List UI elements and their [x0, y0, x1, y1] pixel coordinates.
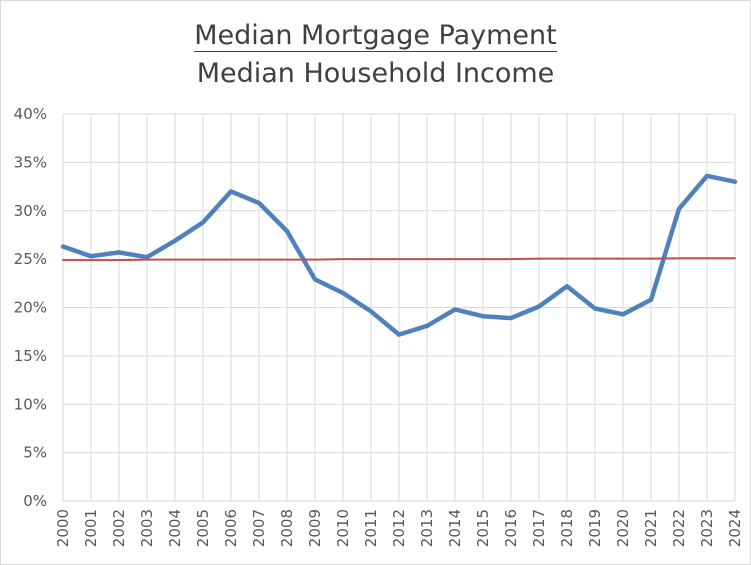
y-tick-label: 0% — [23, 492, 47, 510]
y-tick-label: 5% — [23, 444, 47, 462]
x-tick-label: 2021 — [642, 509, 660, 547]
series-line-reference — [62, 257, 736, 262]
x-tick-label: 2003 — [138, 509, 156, 547]
x-tick-label: 2011 — [362, 509, 380, 547]
x-tick-label: 2007 — [250, 509, 268, 547]
x-tick-label: 2004 — [166, 509, 184, 547]
x-tick-label: 2019 — [586, 509, 604, 547]
series-line-ratio — [60, 173, 738, 337]
x-tick-label: 2000 — [54, 509, 72, 547]
x-tick-label: 2017 — [530, 509, 548, 547]
x-tick-label: 2023 — [698, 509, 716, 547]
y-tick-label: 15% — [14, 347, 47, 365]
x-tick-label: 2016 — [502, 509, 520, 547]
y-tick-label: 40% — [14, 105, 47, 123]
chart-title-numerator: Median Mortgage Payment — [194, 20, 557, 52]
x-tick-label: 2018 — [558, 509, 576, 547]
x-tick-label: 2013 — [418, 509, 436, 547]
y-tick-label: 35% — [14, 153, 47, 171]
x-tick-label: 2006 — [222, 509, 240, 547]
x-tick-label: 2009 — [306, 509, 324, 547]
x-tick-label: 2010 — [334, 509, 352, 547]
y-tick-label: 30% — [14, 202, 47, 220]
series-lines — [60, 173, 738, 337]
x-tick-label: 2002 — [110, 509, 128, 547]
y-tick-label: 10% — [14, 395, 47, 413]
x-tick-label: 2024 — [726, 509, 744, 547]
x-tick-label: 2001 — [82, 509, 100, 547]
x-tick-label: 2020 — [614, 509, 632, 547]
y-axis-ticks: 0% 5% 10% 15% 20% 25% 30% 35% 40% — [14, 105, 47, 510]
x-tick-label: 2015 — [474, 509, 492, 547]
x-tick-label: 2022 — [670, 509, 688, 547]
x-tick-label: 2012 — [390, 509, 408, 547]
y-tick-label: 20% — [14, 299, 47, 317]
x-tick-label: 2005 — [194, 509, 212, 547]
x-tick-label: 2008 — [278, 509, 296, 547]
y-tick-label: 25% — [14, 250, 47, 268]
x-axis-ticks: 2000 2001 2002 2003 2004 2005 2006 2007 2008 2009… — [54, 509, 744, 547]
chart-title-denominator: Median Household Income — [196, 58, 555, 89]
x-tick-label: 2014 — [446, 509, 464, 547]
